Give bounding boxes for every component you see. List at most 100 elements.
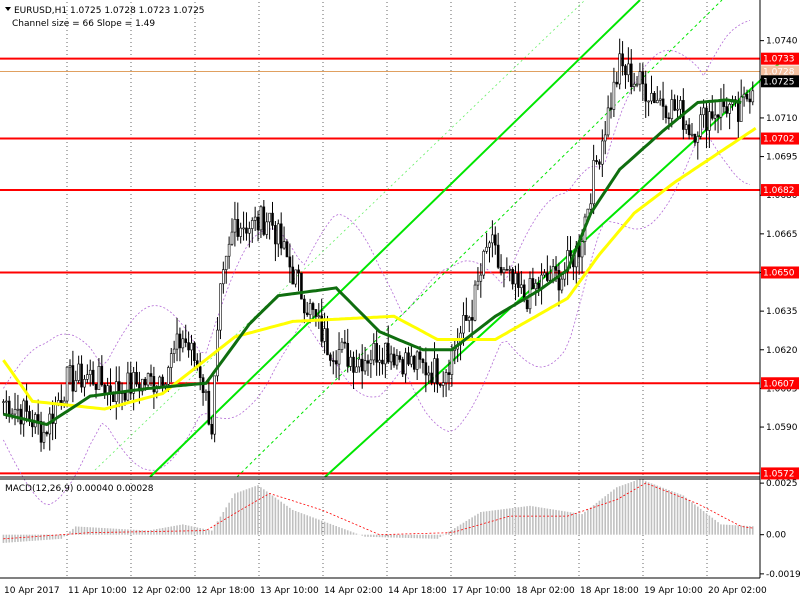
candle-body [670,99,674,119]
candle-body [655,100,659,104]
candle-body [713,114,717,119]
candle-body [517,273,520,288]
candle-body [331,360,335,362]
candle-body [580,241,584,258]
candle-body [71,365,75,392]
candle-body [268,212,271,223]
y-tick-label: 1.0710 [766,114,798,124]
candle-body [274,225,277,245]
bid-tag [761,65,799,78]
candle-body [175,333,179,350]
candle-body [42,431,46,443]
candle-body [421,359,425,363]
candle-body [514,273,517,285]
candle-body [343,341,347,344]
candle-body [546,272,549,281]
candle-body [505,269,509,271]
candle-body [372,343,376,361]
candle-body [537,282,540,290]
candle-body [300,272,303,300]
candle-body [439,383,442,386]
candle-body [725,106,729,114]
candle-body [305,312,309,316]
candle-body [349,356,352,367]
candle-body [705,107,708,131]
candle-body [259,206,263,231]
candle-body [204,390,208,393]
candle-body [473,284,477,321]
candle-body [710,111,714,119]
x-tick-label: 10 Apr 2017 [4,586,60,596]
candle-body [708,111,711,131]
x-tick-label: 14 Apr 18:00 [388,586,447,596]
price-tags: 1.0733 1.0702 1.0682 1.0650 1.0607 1.0572 1.07… [761,52,799,480]
candle-body [346,342,350,367]
candle-body [132,372,135,394]
y-tick-label: 1.0620 [766,346,798,356]
macd-panel [2,479,754,543]
candle-body [236,218,240,237]
bid-tag-label: 1.0728 [763,68,795,78]
candle-body [152,376,156,393]
candle-body [719,100,723,118]
candle-body [74,380,78,392]
candle-body [589,203,593,210]
candle-body [213,375,216,435]
x-tick-label: 12 Apr 18:00 [196,586,255,596]
moving-averages [2,98,757,427]
candle-body [412,355,416,370]
candle-body [407,352,410,365]
candle-body [499,267,503,273]
y-tick-label: 1.0605 [766,384,798,394]
candle-body [5,400,8,403]
ma-fast-line [3,98,742,427]
candle-body [169,353,173,368]
candle-body [178,333,182,349]
candle-body [687,124,691,136]
candle-body [39,421,43,443]
macd-y-tick-label: 0.0025 [766,479,798,489]
candle-body [554,266,558,271]
candle-body [297,269,300,274]
candle-body [294,269,297,285]
candle-body [184,338,188,343]
candle-body [577,245,581,258]
candle-body [94,383,98,390]
candlestick-series [2,38,755,452]
channel-info: Channel size = 66 Slope = 1.49 [12,19,155,29]
candle-body [436,358,439,385]
candle-body [360,358,364,372]
candle-body [502,269,506,273]
candle-body [201,377,205,393]
candle-body [288,256,292,268]
candle-body [146,373,150,386]
candle-body [641,71,645,85]
candle-body [603,134,607,142]
candle-body [444,372,448,383]
candle-body [303,298,306,314]
candle-body [97,366,101,390]
symbol-header: EURUSD,H1 1.0725 1.0728 1.0723 1.0725 [14,6,205,16]
candle-body [355,366,358,373]
candle-body [664,106,668,119]
candle-body [511,269,514,285]
candle-body [282,241,286,249]
level-tag-label: 1.0682 [763,186,795,196]
candle-body [308,303,312,316]
candle-body [239,227,242,237]
candle-body [739,96,743,122]
ma-slow-line [2,126,757,411]
candle-body [13,409,17,415]
candle-body [2,401,5,403]
dropdown-triangle-icon[interactable] [5,7,11,11]
candle-body [629,63,633,87]
candle-body [465,315,468,321]
candle-body [36,414,40,422]
candle-body [317,315,321,318]
candle-body [77,363,80,381]
level-tag [761,467,799,480]
candle-body [621,53,624,67]
candle-body [45,431,49,435]
candle-body [401,359,404,375]
